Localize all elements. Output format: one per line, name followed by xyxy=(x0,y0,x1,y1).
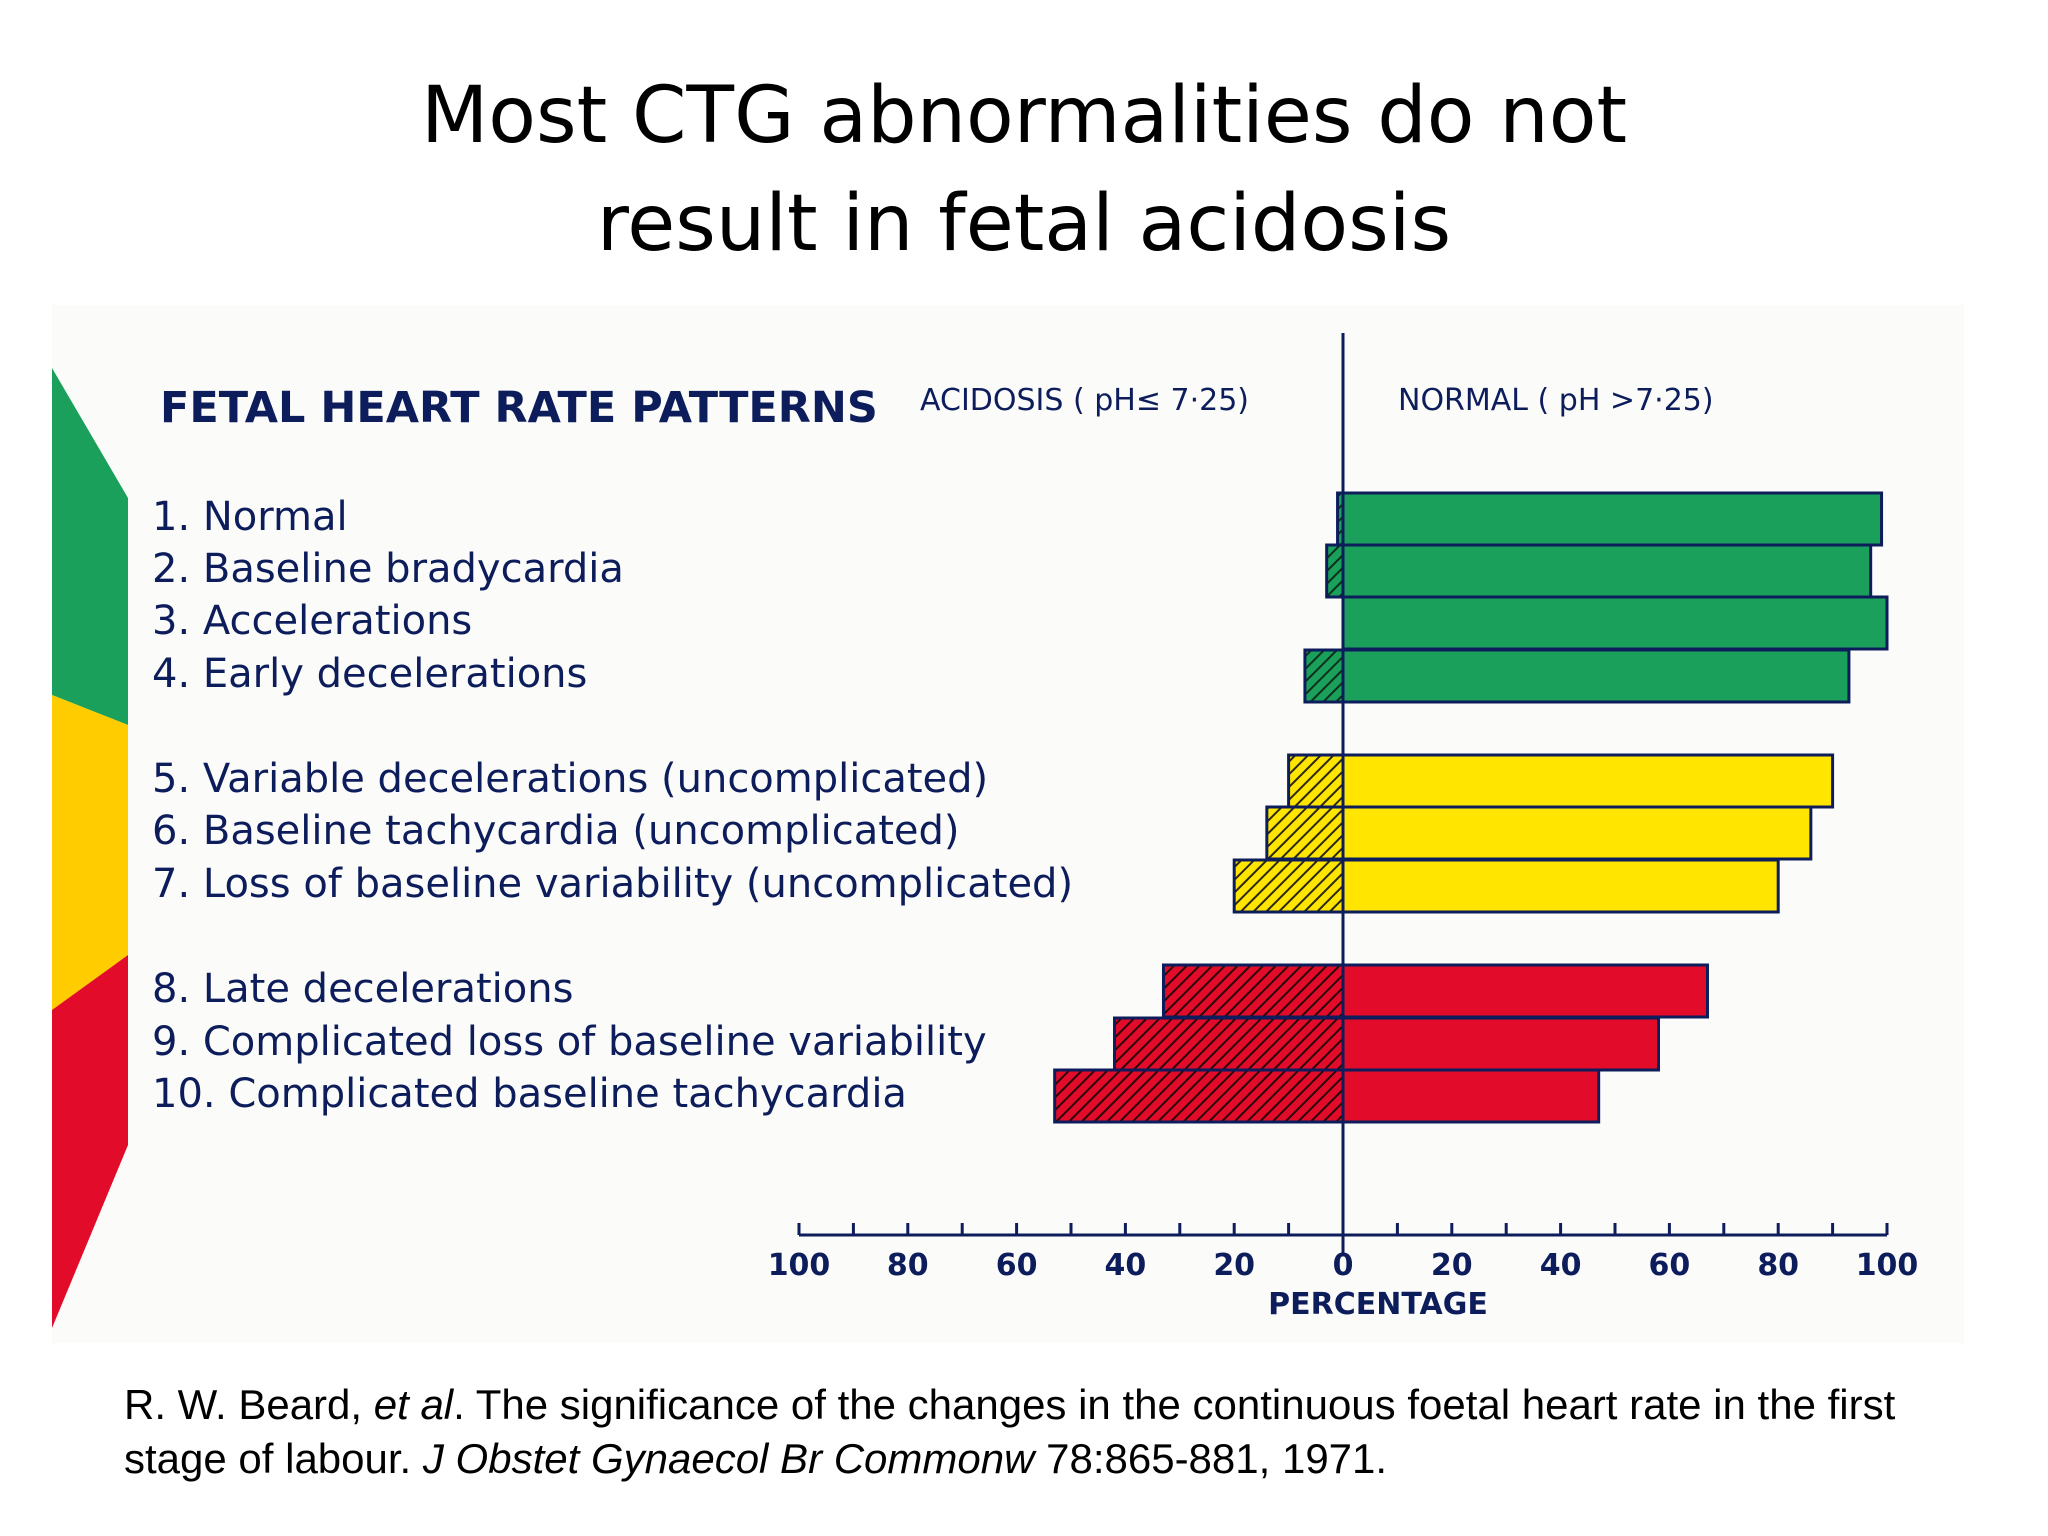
category-label-3: 3. Accelerations xyxy=(152,598,472,644)
acidosis-bar-7 xyxy=(1232,858,1345,914)
acidosis-bar-10 xyxy=(1053,1068,1345,1124)
category-label-1: 1. Normal xyxy=(152,494,348,540)
normal-bar-2 xyxy=(1341,543,1873,599)
category-labels: 1. Normal 2. Baseline bradycardia 3. Accel… xyxy=(152,494,1073,1117)
normal-bar-3 xyxy=(1341,595,1889,651)
normal-bar-7 xyxy=(1341,858,1780,914)
citation-journal: J Obstet Gynaecol Br Commonw xyxy=(422,1435,1035,1482)
green-zone-strip xyxy=(52,368,128,725)
category-label-6: 6. Baseline tachycardia (uncomplicated) xyxy=(152,808,960,854)
slide-title-line-1: Most CTG abnormalities do not xyxy=(420,71,1628,161)
acidosis-bar-6 xyxy=(1265,805,1345,861)
citation: R. W. Beard, et al. The significance of … xyxy=(124,1378,2004,1486)
normal-bar-4 xyxy=(1341,648,1851,704)
normal-bar-10 xyxy=(1341,1068,1601,1124)
acidosis-bar-5 xyxy=(1287,753,1345,809)
normal-bar-9 xyxy=(1341,1016,1661,1072)
citation-text: . The significance of the changes in the… xyxy=(124,1381,1896,1482)
slide-title-line-2: result in fetal acidosis xyxy=(596,179,1452,269)
x-tick-label: 60 xyxy=(1649,1248,1691,1283)
x-axis-label: PERCENTAGE xyxy=(1268,1287,1488,1322)
category-label-7: 7. Loss of baseline variability (uncompl… xyxy=(152,861,1073,907)
citation-volume: 78:865-881, 1971. xyxy=(1034,1435,1388,1482)
acidosis-bar-2 xyxy=(1325,543,1345,599)
normal-bar-5 xyxy=(1341,753,1835,809)
acidosis-bar-9 xyxy=(1113,1016,1345,1072)
category-label-2: 2. Baseline bradycardia xyxy=(152,546,624,592)
red-zone-strip xyxy=(52,955,128,1328)
yellow-zone-strip xyxy=(52,695,128,1010)
x-tick-label: 80 xyxy=(1757,1248,1799,1283)
chart-title: FETAL HEART RATE PATTERNS xyxy=(160,383,878,433)
x-axis: 100 80 60 40 20 0 20 40 60 80 100 xyxy=(768,1223,1919,1283)
acidosis-bar-4 xyxy=(1303,648,1345,704)
normal-bar-6 xyxy=(1341,805,1813,861)
category-label-9: 9. Complicated loss of baseline variabil… xyxy=(152,1019,987,1065)
x-tick-label: 20 xyxy=(1213,1248,1255,1283)
normal-bar-1 xyxy=(1341,491,1884,547)
category-label-5: 5. Variable decelerations (uncomplicated… xyxy=(152,756,988,802)
x-tick-label: 0 xyxy=(1333,1248,1354,1283)
citation-etal: et al xyxy=(373,1381,454,1428)
normal-header: NORMAL ( pH >7·25) xyxy=(1398,383,1714,418)
x-tick-label: 100 xyxy=(1856,1248,1919,1283)
acidosis-bar-8 xyxy=(1161,963,1345,1019)
category-label-4: 4. Early decelerations xyxy=(152,651,587,697)
x-tick-label: 40 xyxy=(1105,1248,1147,1283)
normal-bar-8 xyxy=(1341,963,1709,1019)
x-tick-label: 40 xyxy=(1540,1248,1582,1283)
category-label-8: 8. Late decelerations xyxy=(152,966,573,1012)
x-tick-label: 20 xyxy=(1431,1248,1473,1283)
citation-authors: R. W. Beard, xyxy=(124,1381,374,1428)
x-tick-label: 100 xyxy=(768,1248,831,1283)
x-tick-label: 60 xyxy=(996,1248,1038,1283)
acidosis-header: ACIDOSIS ( pH≤ 7·25) xyxy=(920,383,1249,418)
bars-layer xyxy=(1053,491,1889,1124)
x-tick-label: 80 xyxy=(887,1248,929,1283)
slide-title: Most CTG abnormalities do not result in … xyxy=(0,62,2048,278)
category-label-10: 10. Complicated baseline tachycardia xyxy=(152,1071,907,1117)
